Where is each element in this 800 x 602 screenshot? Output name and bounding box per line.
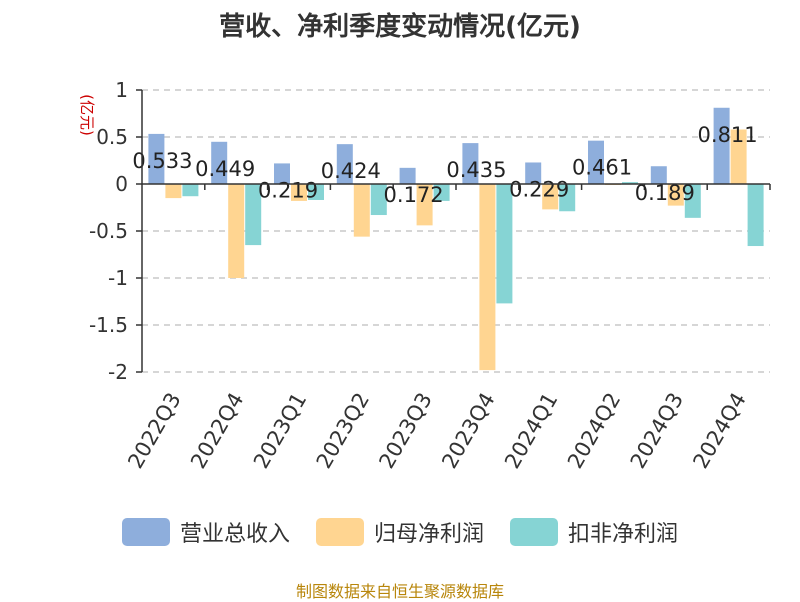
data-label: 0.229 <box>509 177 569 201</box>
legend-item-revenue[interactable]: 营业总收入 <box>121 516 290 548</box>
x-tick-label: 2024Q2 <box>563 389 625 473</box>
bar-deducted-profit <box>308 184 324 200</box>
legend-swatch-deducted-profit <box>510 518 558 546</box>
data-source-note: 制图数据来自恒生聚源数据库 <box>295 582 504 601</box>
bar-net-profit <box>479 184 496 371</box>
x-tick-label: 2024Q1 <box>500 389 562 473</box>
bar-revenue <box>148 133 165 184</box>
data-label: 0.811 <box>698 123 758 147</box>
bar-deducted-profit <box>747 184 764 247</box>
bar-net-profit <box>353 184 370 237</box>
x-tick-label: 2022Q3 <box>123 389 185 473</box>
bar-deducted-profit <box>684 184 701 218</box>
y-axis-unit-label: (亿元) <box>78 94 96 136</box>
legend-swatch-net-profit <box>315 518 364 546</box>
bar-revenue <box>588 140 604 184</box>
chart-legend: 营业总收入 归母净利润 扣非净利润 <box>0 516 800 548</box>
bar-net-profit <box>542 184 559 210</box>
data-label: 0.461 <box>572 156 632 180</box>
data-label: 0.189 <box>635 181 695 205</box>
data-label: 0.435 <box>446 158 506 182</box>
x-tick-label: 2023Q3 <box>374 388 436 472</box>
x-tick-label: 2023Q4 <box>437 389 499 473</box>
data-label: 0.449 <box>195 157 255 181</box>
bar-deducted-profit <box>433 184 450 201</box>
bar-deducted-profit <box>182 184 199 197</box>
data-label: 0.172 <box>384 183 444 207</box>
bar-revenue <box>336 144 353 184</box>
x-tick-label: 2024Q4 <box>688 389 750 473</box>
bar-revenue <box>274 163 290 184</box>
bar-revenue <box>650 166 667 184</box>
bar-net-profit <box>667 184 684 206</box>
bar-deducted-profit <box>559 184 576 212</box>
legend-swatch-revenue <box>121 518 170 546</box>
bar-net-profit <box>416 184 433 226</box>
data-label: 0.424 <box>321 159 381 183</box>
bar-revenue <box>713 107 730 184</box>
legend-item-deducted-profit[interactable]: 扣非净利润 <box>510 516 678 548</box>
x-tick-label: 2022Q4 <box>186 389 248 473</box>
y-tick-label: -0.5 <box>89 219 128 243</box>
y-tick-label: -1 <box>108 266 128 290</box>
y-tick-label: 0.5 <box>96 125 128 149</box>
bar-net-profit <box>291 184 307 201</box>
legend-label-revenue: 营业总收入 <box>179 522 290 547</box>
bar-deducted-profit <box>370 184 387 216</box>
y-tick-label: 0 <box>115 172 128 196</box>
data-label: 0.219 <box>258 178 318 202</box>
bar-net-profit <box>730 129 747 184</box>
bar-net-profit <box>228 184 245 278</box>
bar-net-profit <box>165 184 182 199</box>
bar-deducted-profit <box>245 184 262 246</box>
chart-title: 营收、净利季度变动情况(亿元) <box>219 12 581 42</box>
y-tick-label: -1.5 <box>89 313 128 337</box>
bar-revenue <box>462 143 479 184</box>
x-tick-label: 2023Q1 <box>249 389 311 473</box>
bar-deducted-profit <box>622 182 638 184</box>
legend-label-net-profit: 归母净利润 <box>373 522 484 547</box>
legend-item-net-profit[interactable]: 归母净利润 <box>315 516 484 548</box>
x-tick-label: 2023Q2 <box>312 389 374 473</box>
bar-revenue <box>211 141 228 184</box>
y-tick-label: 1 <box>115 78 128 102</box>
legend-label-deducted-profit: 扣非净利润 <box>568 522 679 547</box>
bar-revenue <box>399 167 416 184</box>
bar-revenue <box>525 162 542 184</box>
bar-deducted-profit <box>496 184 513 304</box>
y-tick-label: -2 <box>108 360 128 384</box>
x-tick-label: 2024Q3 <box>626 389 688 473</box>
